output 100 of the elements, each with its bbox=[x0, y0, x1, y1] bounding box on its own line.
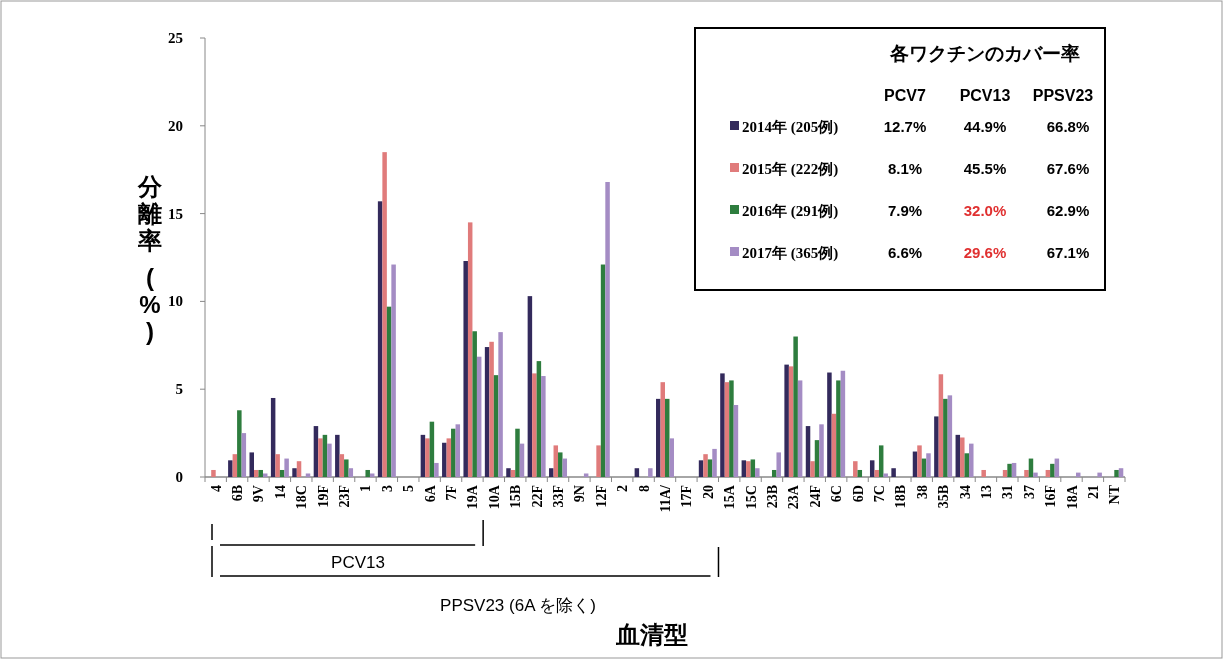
bar bbox=[836, 380, 841, 477]
x-tick-label: 10A bbox=[486, 484, 502, 510]
bar bbox=[656, 398, 661, 477]
x-tick-label: 6D bbox=[850, 485, 866, 503]
x-tick-label: 18B bbox=[893, 485, 909, 509]
bar bbox=[498, 332, 503, 477]
bar bbox=[793, 336, 798, 477]
bar bbox=[292, 468, 297, 477]
bar bbox=[707, 459, 713, 477]
bar bbox=[943, 398, 948, 477]
bar bbox=[549, 468, 554, 477]
bar bbox=[1118, 468, 1124, 477]
bar bbox=[365, 469, 370, 477]
text: PCV13 bbox=[331, 553, 385, 572]
x-tick-label: 33F bbox=[551, 485, 567, 508]
annotation: PCV13 bbox=[959, 87, 1011, 104]
annotation: PPSV23 bbox=[1032, 87, 1094, 104]
bar bbox=[878, 445, 884, 477]
y-tick-label: 20 bbox=[168, 117, 183, 134]
x-tick-label: 20 bbox=[700, 485, 716, 499]
bar bbox=[746, 461, 751, 477]
annotation: 12.7% bbox=[883, 118, 927, 135]
annotation: PCV7 bbox=[884, 87, 926, 104]
legend-label: 2014年 (205例) bbox=[742, 119, 839, 136]
x-tick-label: 6B bbox=[230, 485, 246, 502]
bar bbox=[258, 469, 263, 477]
bar bbox=[318, 438, 323, 477]
x-tick-label: 21 bbox=[1085, 485, 1101, 499]
bar bbox=[296, 461, 302, 477]
annotation: 45.5% bbox=[963, 160, 1007, 177]
x-tick-label: 23F bbox=[337, 485, 353, 508]
bar bbox=[472, 331, 477, 477]
x-tick-label: 5 bbox=[401, 485, 417, 492]
bar bbox=[969, 443, 974, 477]
bar bbox=[1007, 463, 1012, 477]
bar bbox=[755, 468, 760, 477]
bar bbox=[489, 341, 494, 477]
bar bbox=[391, 264, 396, 477]
bar bbox=[344, 459, 349, 477]
bar bbox=[532, 373, 537, 477]
bar bbox=[981, 469, 986, 477]
x-tick-label: 7F bbox=[444, 485, 460, 501]
bar bbox=[1114, 469, 1119, 477]
annotation: 各ワクチンのカバー率 bbox=[889, 43, 1080, 64]
x-tick-label: 17F bbox=[679, 485, 695, 508]
bar bbox=[262, 473, 268, 477]
x-axis-title: 血清型 bbox=[615, 621, 688, 648]
x-tick-label: 24F bbox=[807, 485, 823, 508]
x-tick-label: 38 bbox=[914, 485, 930, 499]
bar bbox=[1033, 472, 1038, 477]
bar bbox=[648, 468, 653, 477]
bar bbox=[382, 152, 387, 477]
y-tick-label: 25 bbox=[168, 30, 183, 46]
legend-label: 2015年 (222例) bbox=[742, 161, 839, 178]
annotation: 44.9% bbox=[963, 118, 1007, 135]
bar bbox=[960, 437, 965, 477]
bar bbox=[275, 454, 280, 477]
x-tick-label: 12F bbox=[593, 485, 609, 508]
x-tick-label: 37 bbox=[1021, 485, 1037, 499]
bar bbox=[348, 468, 354, 477]
bar bbox=[335, 434, 340, 477]
bar bbox=[327, 443, 332, 477]
y-tick-label: 15 bbox=[168, 205, 183, 222]
x-tick-label: 9V bbox=[251, 485, 267, 503]
annotation: 8.1% bbox=[887, 160, 923, 177]
annotation: 32.0% bbox=[963, 202, 1007, 219]
x-tick-label: 4 bbox=[208, 485, 224, 492]
y-tick-label: 10 bbox=[168, 293, 183, 310]
bar bbox=[434, 462, 439, 477]
bar bbox=[515, 428, 520, 477]
bar bbox=[819, 424, 824, 477]
text: PPSV23 (6A を除く) bbox=[440, 596, 596, 615]
bar bbox=[442, 442, 447, 477]
x-tick-label: 19A bbox=[465, 484, 481, 510]
bar bbox=[891, 468, 896, 477]
x-tick-label: 35B bbox=[936, 485, 952, 509]
x-tick-label: 6A bbox=[422, 484, 438, 503]
x-tick-label: 13 bbox=[978, 485, 994, 499]
x-tick-label: 11A/ bbox=[658, 483, 673, 513]
bar bbox=[964, 453, 970, 477]
bar bbox=[237, 410, 242, 477]
legend-label: 2017年 (365例) bbox=[742, 245, 839, 262]
bar bbox=[506, 468, 511, 477]
y-axis-title: 分離率 (%) bbox=[137, 173, 163, 345]
bar bbox=[853, 461, 858, 477]
x-tick-label: 14 bbox=[272, 485, 288, 499]
bar bbox=[553, 445, 559, 477]
x-tick-label: 7C bbox=[871, 485, 887, 503]
bar bbox=[605, 181, 610, 477]
y-tick-label: 5 bbox=[175, 381, 183, 398]
bar bbox=[827, 372, 832, 477]
bar bbox=[712, 448, 717, 477]
bar bbox=[1050, 463, 1055, 477]
bar bbox=[926, 453, 931, 477]
bar bbox=[720, 373, 725, 477]
bar bbox=[729, 380, 734, 477]
annotation: 29.6% bbox=[963, 244, 1007, 261]
annotation: 7.9% bbox=[887, 202, 923, 219]
x-tick-label: 22F bbox=[529, 485, 545, 508]
bar bbox=[917, 445, 922, 477]
